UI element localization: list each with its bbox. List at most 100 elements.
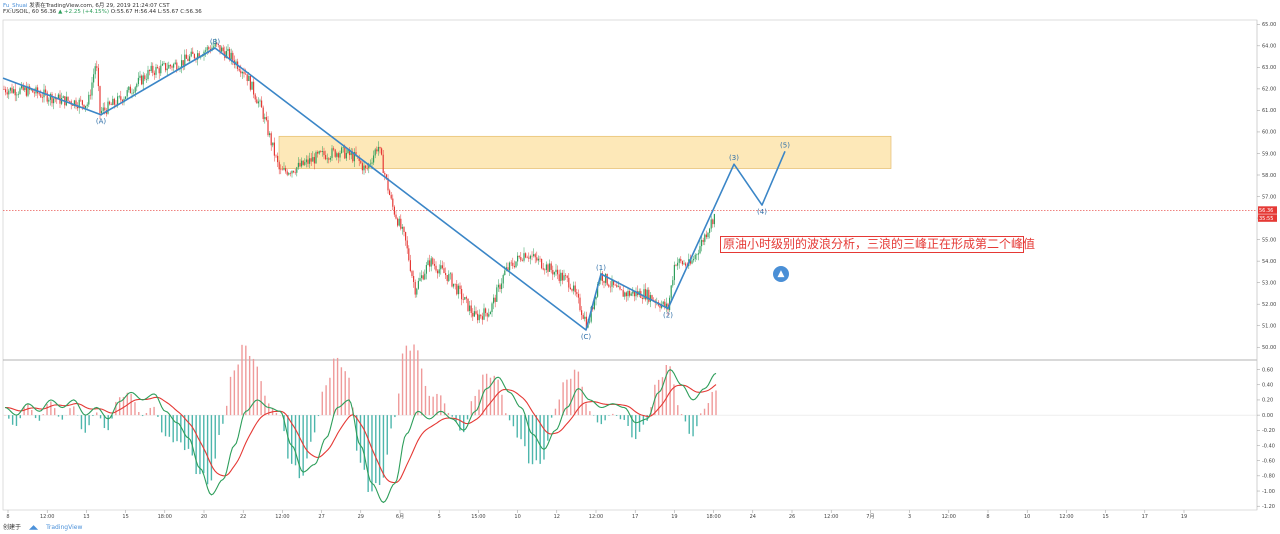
candle-body [576,292,578,294]
price-axis-label: 62.00 [1262,87,1276,93]
candle-body [704,234,706,242]
candle-body [552,269,554,275]
chart-frame [2,19,1258,511]
candle-body [448,274,450,281]
macd-histogram-bar [325,385,327,416]
time-axis-label: 8 [6,514,9,520]
macd-histogram-bar [145,413,148,416]
macd-histogram-bar [394,415,396,418]
candle-body [96,66,98,68]
wave-label: (A) [96,118,107,126]
macd-histogram-bar [459,415,461,431]
candle-body [584,316,586,319]
time-axis-label: 5 [438,514,441,520]
macd-histogram-bar [669,366,671,416]
price-axis-label: 58.00 [1262,173,1276,179]
macd-histogram-bar [206,415,209,485]
time-axis-label: 24 [750,514,756,520]
macd-histogram-bar [336,357,339,416]
macd-histogram-bar [543,415,545,460]
candle-body [339,153,341,158]
candle-body [227,48,229,52]
candle-body [701,240,703,247]
candle-body [593,299,595,310]
candle-body [614,284,616,286]
macd-histogram-bar [485,373,488,416]
macd-histogram-bar [692,415,694,437]
macd-histogram-bar [191,415,194,456]
price-axis-label: 63.00 [1262,65,1276,71]
macd-axis-label: 0.20 [1262,398,1273,404]
candle-body [373,155,375,163]
candle-body [408,248,410,261]
symbol-label[interactable]: FX:USOIL, 60 [3,9,39,15]
candle-body [433,264,435,266]
candle-body [184,54,186,66]
candle-body [393,206,395,215]
candle-body [99,86,101,114]
macd-histogram-bar [505,413,507,416]
candle-body [94,66,96,75]
candle-body [349,149,351,156]
candle-body [160,65,162,74]
candle-body [441,265,443,269]
macd-histogram-bar [245,345,247,416]
candle-body [398,218,400,226]
candle-body [318,151,320,154]
candle-body [334,149,336,157]
author-name[interactable]: Fu_Shuai [3,3,28,9]
candle-body [341,147,343,154]
candle-body [449,273,451,275]
candle-body [477,313,479,321]
price-axis-label: 64.00 [1262,44,1276,50]
candle-body [8,90,10,95]
candle-body [230,52,232,60]
candle-body [440,265,442,270]
macd-histogram-bar [222,415,224,424]
candle-body [565,275,567,277]
candle-body [560,272,562,281]
candle-body [267,120,269,136]
candle-body [494,297,496,302]
candle-body [270,133,272,146]
scroll-to-realtime-button[interactable]: ▲ [773,266,789,282]
candle-body [465,297,467,299]
candle-body [581,310,583,316]
candle-body [273,142,275,156]
macd-histogram-bar [646,415,648,421]
macd-histogram-bar [570,378,572,416]
candle-body [56,98,58,100]
wave-label: (B) [210,38,221,46]
candle-body [462,299,464,300]
candle-body [41,97,43,98]
tradingview-brand[interactable]: TradingView [46,524,83,531]
macd-histogram-bar [34,415,37,419]
candle-body [315,152,317,164]
candle-body [150,65,152,72]
candle-body [550,263,552,270]
macd-histogram-bar [631,415,633,438]
tradingview-logo-icon[interactable]: ◢◣ [28,524,39,531]
candle-body [155,67,157,75]
macd-histogram-bar [199,415,201,475]
candle-body [685,263,687,266]
candle-body [163,63,165,64]
candle-body [129,86,131,94]
candle-body [293,170,295,173]
candle-body [91,82,93,96]
candle-body [198,53,200,58]
macd-histogram-bar [92,415,94,417]
candle-body [345,152,347,159]
candle-body [368,163,370,169]
candle-body [513,265,515,268]
candle-body [360,160,362,164]
macd-axis-label: -1.20 [1262,504,1275,510]
candle-body [547,264,549,272]
wave-analysis-annotation[interactable]: 原油小时级别的波浪分析，三浪的三峰正在形成第二个峰值 [720,236,1035,253]
elliott-wave-line[interactable] [2,47,786,331]
candle-body [265,117,267,121]
candle-body [536,257,538,261]
candle-body [88,94,90,105]
candle-body [613,279,615,285]
wave-label: (3) [729,154,739,162]
